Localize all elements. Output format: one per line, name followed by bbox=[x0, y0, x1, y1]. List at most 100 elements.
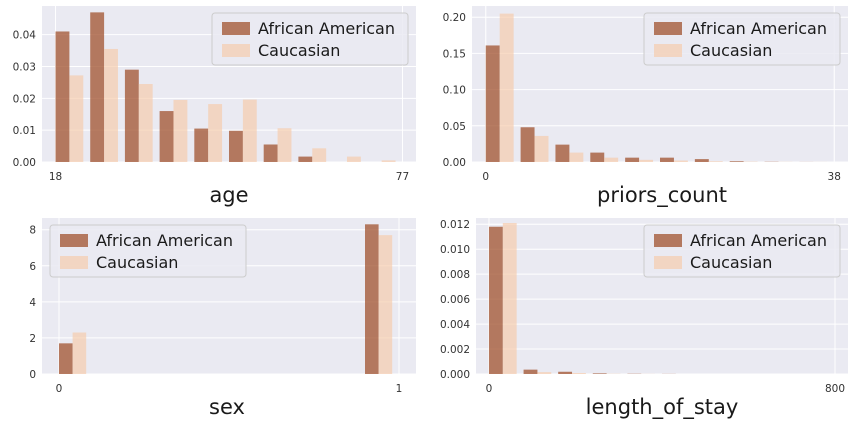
ytick-label: 0.008 bbox=[440, 269, 470, 281]
bar-african-american bbox=[590, 152, 605, 162]
bar-african-american bbox=[625, 157, 640, 162]
xtick-label: 1 bbox=[396, 383, 403, 395]
legend-swatch-african-american bbox=[60, 234, 88, 247]
bar-african-american bbox=[365, 224, 379, 374]
ytick-label: 0.05 bbox=[443, 121, 466, 133]
legend-box bbox=[49, 224, 247, 278]
bar-caucasian bbox=[708, 161, 723, 162]
xlabel-priors-count: priors_count bbox=[597, 183, 727, 208]
bar-caucasian bbox=[277, 128, 292, 162]
xtick-label: 18 bbox=[49, 171, 62, 183]
bar-caucasian bbox=[378, 235, 393, 374]
bar-african-american bbox=[263, 144, 278, 162]
chart-length-of-stay: 0.000 0.002 0.004 0.006 0.008 0.010 0.012 0 800 A… bbox=[440, 218, 848, 420]
chart-sex: 0 2 4 6 8 0 1 African American Caucasian sex bbox=[29, 218, 416, 419]
xtick-label: 77 bbox=[396, 171, 409, 183]
legend-label-african-american: African American bbox=[690, 19, 827, 38]
ytick-label: 4 bbox=[29, 297, 36, 309]
xtick-label: 0 bbox=[56, 383, 63, 395]
bar-african-american bbox=[59, 343, 73, 374]
bar-caucasian bbox=[69, 75, 84, 162]
legend-swatch-caucasian bbox=[60, 256, 88, 269]
bar-african-american bbox=[694, 159, 709, 162]
legend-label-caucasian: Caucasian bbox=[690, 41, 772, 60]
bar-caucasian bbox=[173, 99, 188, 162]
legend-swatch-caucasian bbox=[222, 44, 250, 57]
bar-caucasian bbox=[381, 160, 396, 162]
legend-swatch-caucasian bbox=[654, 256, 682, 269]
legend-box bbox=[643, 12, 841, 66]
legend-label-caucasian: Caucasian bbox=[690, 253, 772, 272]
legend-swatch-african-american bbox=[222, 22, 250, 35]
ytick-label: 0.10 bbox=[443, 85, 466, 97]
bar-caucasian bbox=[604, 157, 619, 162]
legend-swatch-caucasian bbox=[654, 44, 682, 57]
bar-african-american bbox=[523, 369, 538, 374]
ytick-label: 0.03 bbox=[13, 61, 36, 73]
xlabel-sex: sex bbox=[209, 395, 245, 419]
legend-label-caucasian: Caucasian bbox=[96, 253, 178, 272]
bar-african-american bbox=[592, 373, 607, 374]
bar-african-american bbox=[124, 69, 139, 162]
bar-african-american bbox=[229, 130, 243, 162]
bar-caucasian bbox=[569, 152, 584, 162]
bar-caucasian bbox=[537, 372, 552, 374]
chart-priors-count: 0.00 0.05 0.10 0.15 0.20 0 38 African American C… bbox=[443, 6, 848, 208]
ytick-label: 0.00 bbox=[13, 157, 36, 169]
bar-caucasian bbox=[312, 148, 327, 162]
legend-box bbox=[643, 224, 841, 278]
bar-african-american bbox=[660, 157, 674, 162]
legend-label-african-american: African American bbox=[96, 231, 233, 250]
xlabel-length-of-stay: length_of_stay bbox=[586, 395, 739, 420]
ytick-label: 0 bbox=[29, 369, 36, 381]
bar-african-american bbox=[298, 156, 313, 162]
bar-african-american bbox=[520, 127, 535, 162]
ytick-label: 0.00 bbox=[443, 157, 466, 169]
legend-swatch-african-american bbox=[654, 22, 682, 35]
ytick-label: 0.20 bbox=[443, 12, 466, 24]
ytick-label: 0.006 bbox=[440, 294, 470, 306]
bar-caucasian bbox=[138, 84, 153, 162]
bar-caucasian bbox=[673, 160, 688, 162]
ytick-label: 0.04 bbox=[13, 30, 37, 42]
ytick-label: 0.01 bbox=[13, 125, 36, 137]
bar-african-american bbox=[729, 161, 744, 162]
ytick-label: 0.02 bbox=[13, 93, 36, 105]
legend-label-caucasian: Caucasian bbox=[258, 41, 340, 60]
bar-african-american bbox=[485, 45, 500, 162]
xtick-label: 38 bbox=[828, 171, 841, 183]
chart-age: 0.00 0.01 0.02 0.03 0.04 18 77 African American… bbox=[13, 6, 416, 207]
xlabel-age: age bbox=[209, 183, 248, 207]
ytick-label: 0.000 bbox=[440, 369, 470, 381]
bar-caucasian bbox=[572, 373, 586, 374]
bar-caucasian bbox=[639, 159, 654, 162]
bar-african-american bbox=[558, 371, 573, 374]
ytick-label: 0.010 bbox=[440, 244, 470, 256]
bar-african-american bbox=[90, 12, 105, 163]
ytick-label: 6 bbox=[29, 261, 36, 273]
bar-caucasian bbox=[502, 222, 517, 374]
bar-caucasian bbox=[104, 48, 118, 162]
legend-label-african-american: African American bbox=[258, 19, 395, 38]
bar-african-american bbox=[194, 128, 209, 162]
legend-label-african-american: African American bbox=[690, 231, 827, 250]
ytick-label: 0.012 bbox=[440, 219, 470, 231]
bar-african-american bbox=[55, 31, 70, 162]
ytick-label: 0.002 bbox=[440, 344, 470, 356]
legend-box bbox=[211, 12, 409, 66]
bar-caucasian bbox=[208, 104, 223, 162]
ytick-label: 0.15 bbox=[443, 48, 466, 60]
xtick-label: 0 bbox=[486, 383, 493, 395]
bar-african-american bbox=[159, 111, 174, 162]
bar-caucasian bbox=[72, 332, 87, 374]
xtick-label: 0 bbox=[482, 171, 489, 183]
bar-african-american bbox=[555, 144, 570, 162]
bar-caucasian bbox=[534, 135, 549, 162]
bar-caucasian bbox=[499, 13, 514, 163]
bar-caucasian bbox=[242, 99, 257, 162]
xtick-label: 800 bbox=[825, 383, 845, 395]
ytick-label: 0.004 bbox=[440, 319, 470, 331]
ytick-label: 2 bbox=[29, 333, 36, 345]
bar-caucasian bbox=[346, 156, 361, 162]
